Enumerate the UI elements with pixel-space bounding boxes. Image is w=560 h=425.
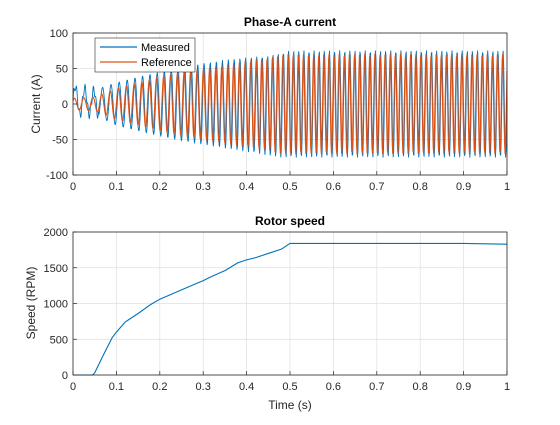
speed-xtick-label-4: 0.4 bbox=[239, 381, 254, 393]
speed-title: Rotor speed bbox=[255, 214, 325, 228]
current-xtick-label-1: 0.1 bbox=[109, 181, 124, 193]
current-ytick-label-2: 0 bbox=[62, 99, 68, 111]
speed-xtick-label-10: 1 bbox=[504, 381, 510, 393]
speed-xtick-label-5: 0.5 bbox=[282, 381, 297, 393]
speed-xlabel: Time (s) bbox=[268, 398, 312, 412]
speed-xtick-label-9: 0.9 bbox=[456, 381, 471, 393]
legend-label-reference: Reference bbox=[141, 57, 192, 69]
speed-ytick-label-4: 2000 bbox=[44, 227, 68, 239]
current-series bbox=[72, 50, 508, 158]
speed-xtick-label-8: 0.8 bbox=[413, 381, 428, 393]
legend-box bbox=[94, 37, 196, 73]
speed-ytick-label-0: 0 bbox=[62, 370, 68, 382]
current-series-reference bbox=[72, 53, 508, 155]
speed-xtick-label-7: 0.7 bbox=[369, 381, 384, 393]
speed-ytick-label-1: 500 bbox=[50, 334, 68, 346]
current-xtick-label-10: 1 bbox=[504, 181, 510, 193]
current-xtick-label-6: 0.6 bbox=[326, 181, 341, 193]
speed-axes: 0 0.1 0.2 0.3 0.4 0.5 0.6 0.7 0.8 0.9 1 0 500 1000 150… bbox=[24, 214, 510, 412]
current-ytick-label-1: -50 bbox=[52, 135, 68, 147]
speed-ticks: 0 0.1 0.2 0.3 0.4 0.5 0.6 0.7 0.8 0.9 1 0 500 1000 150… bbox=[44, 227, 511, 393]
current-xtick-label-5: 0.5 bbox=[282, 181, 297, 193]
current-ytick-label-4: 100 bbox=[50, 28, 68, 40]
speed-ytick-label-3: 1500 bbox=[44, 263, 68, 275]
legend: Measured Reference bbox=[94, 37, 196, 73]
speed-series bbox=[73, 242, 508, 376]
current-ylabel: Current (A) bbox=[29, 74, 43, 133]
current-ticks: 0 0.1 0.2 0.3 0.4 0.5 0.6 0.7 0.8 0.9 1 -100 -50 0 50 1… bbox=[46, 28, 510, 193]
current-axes: 0 0.1 0.2 0.3 0.4 0.5 0.6 0.7 0.8 0.9 1 -100 -50 0 50 1… bbox=[29, 15, 510, 193]
current-title: Phase-A current bbox=[244, 15, 336, 29]
speed-xtick-label-0: 0 bbox=[70, 381, 76, 393]
speed-xtick-label-2: 0.2 bbox=[152, 381, 167, 393]
current-xtick-label-4: 0.4 bbox=[239, 181, 254, 193]
current-xtick-label-3: 0.3 bbox=[196, 181, 211, 193]
speed-series-line-0 bbox=[73, 242, 508, 376]
current-xtick-label-0: 0 bbox=[70, 181, 76, 193]
current-ytick-label-0: -100 bbox=[46, 170, 68, 182]
speed-xtick-label-3: 0.3 bbox=[196, 381, 211, 393]
speed-xtick-label-1: 0.1 bbox=[109, 381, 124, 393]
speed-ylabel: Speed (RPM) bbox=[24, 267, 38, 340]
current-xtick-label-2: 0.2 bbox=[152, 181, 167, 193]
current-ytick-label-3: 50 bbox=[56, 64, 68, 76]
current-xtick-label-9: 0.9 bbox=[456, 181, 471, 193]
speed-xtick-label-6: 0.6 bbox=[326, 381, 341, 393]
current-xtick-label-7: 0.7 bbox=[369, 181, 384, 193]
legend-label-measured: Measured bbox=[141, 42, 190, 54]
speed-ytick-label-2: 1000 bbox=[44, 299, 68, 311]
current-xtick-label-8: 0.8 bbox=[413, 181, 428, 193]
